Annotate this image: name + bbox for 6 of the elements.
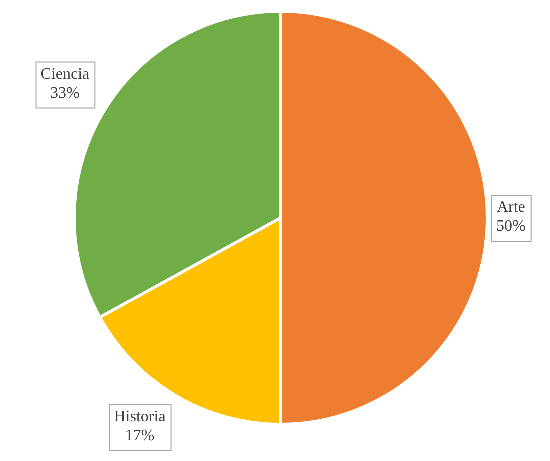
slice-label: Historia [114,408,166,426]
slice-label: Arte [496,199,526,216]
slice-label: Ciencia [40,66,90,83]
data-label: 50% [496,218,526,236]
data-label: 17% [125,428,155,445]
data-label: 33% [50,84,80,102]
